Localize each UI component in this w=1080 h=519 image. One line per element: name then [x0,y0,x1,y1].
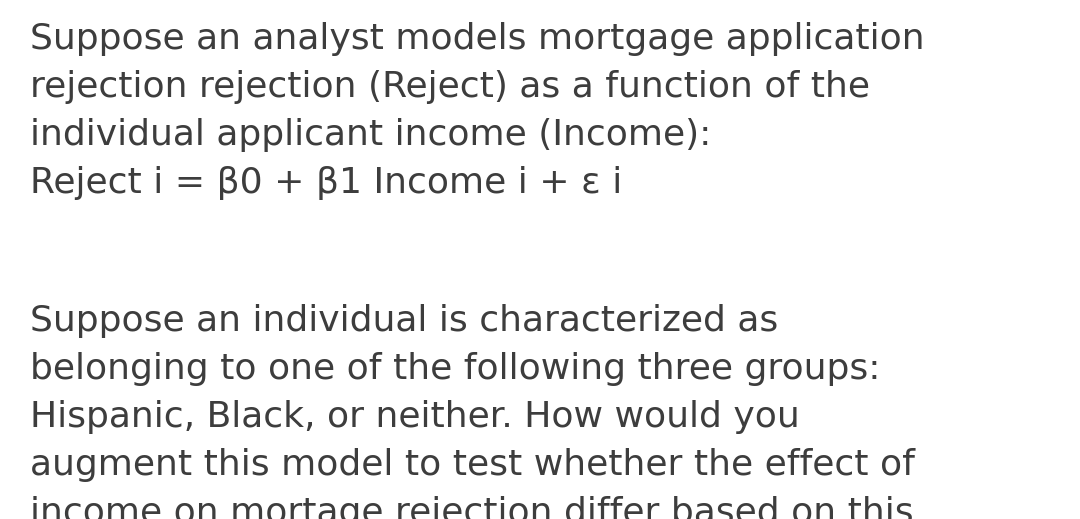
Text: belonging to one of the following three groups:: belonging to one of the following three … [30,352,880,386]
Text: Suppose an individual is characterized as: Suppose an individual is characterized a… [30,304,779,338]
Text: augment this model to test whether the effect of: augment this model to test whether the e… [30,448,915,482]
Text: Suppose an analyst models mortgage application: Suppose an analyst models mortgage appli… [30,22,924,56]
Text: income on mortage rejection differ based on this: income on mortage rejection differ based… [30,496,914,519]
Text: individual applicant income (Income):: individual applicant income (Income): [30,118,712,152]
Text: Reject i = β0 + β1 Income i + ε i: Reject i = β0 + β1 Income i + ε i [30,166,622,200]
Text: Hispanic, Black, or neither. How would you: Hispanic, Black, or neither. How would y… [30,400,800,434]
Text: rejection rejection (Reject) as a function of the: rejection rejection (Reject) as a functi… [30,70,870,104]
